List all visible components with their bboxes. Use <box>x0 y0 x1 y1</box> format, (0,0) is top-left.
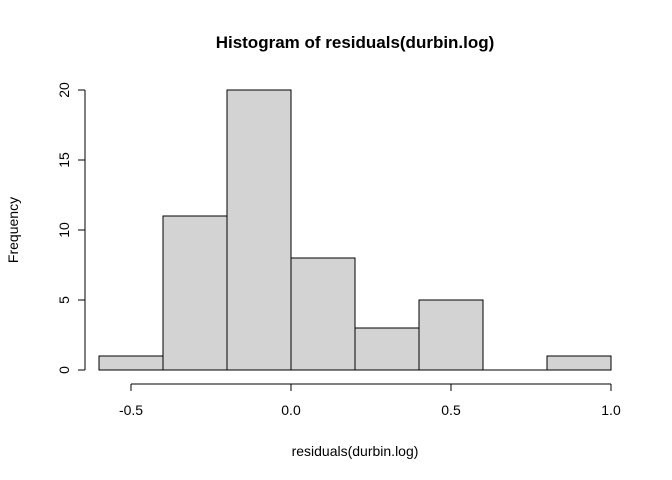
x-tick-label: 1.0 <box>601 402 621 418</box>
y-tick-label: 20 <box>56 82 72 98</box>
histogram-bar <box>418 299 484 371</box>
x-axis-label: residuals(durbin.log) <box>292 443 419 459</box>
histogram-bar <box>98 355 164 371</box>
y-axis-label: Frequency <box>5 197 21 263</box>
bars-group <box>98 89 612 371</box>
y-tick-label: 5 <box>56 296 72 304</box>
x-axis: -0.5 0.0 0.5 1.0 <box>119 383 621 418</box>
chart-title: Histogram of residuals(durbin.log) <box>216 33 495 52</box>
y-tick-label: 10 <box>56 222 72 238</box>
x-tick-label: 0.5 <box>441 402 461 418</box>
histogram-bar <box>226 89 292 371</box>
histogram-bar <box>162 215 228 371</box>
histogram-bar <box>290 257 356 371</box>
x-tick-label: -0.5 <box>119 402 143 418</box>
x-tick-label: 0.0 <box>281 402 301 418</box>
y-axis: 0 5 10 15 20 <box>56 82 86 374</box>
y-tick-label: 0 <box>56 366 72 374</box>
histogram-bar <box>546 355 612 371</box>
histogram-bar <box>354 327 420 371</box>
y-tick-label: 15 <box>56 152 72 168</box>
